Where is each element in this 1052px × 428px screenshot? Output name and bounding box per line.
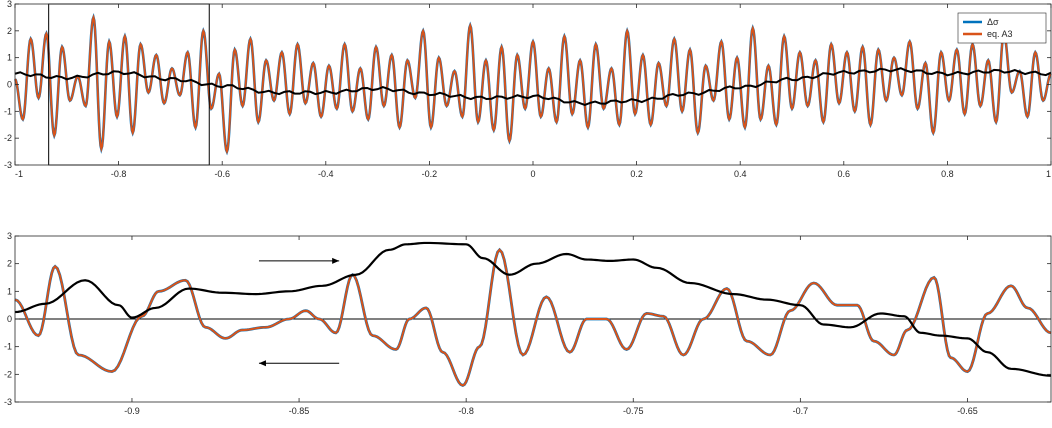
bottom-plot-area <box>14 241 1052 387</box>
legend-label-eq-a3: eq. A3 <box>987 29 1013 39</box>
top-y-tick-label: -2 <box>4 133 12 143</box>
arrow-head <box>258 360 266 367</box>
top-x-tick-label: -0.8 <box>111 169 127 179</box>
bottom-axes-frame <box>14 235 1052 403</box>
bottom-series-eq-a3 <box>14 248 1052 387</box>
top-x-tick-label: -0.4 <box>318 169 334 179</box>
top-y-tick-label: -3 <box>4 160 12 170</box>
legend: Δσ eq. A3 <box>957 12 1047 44</box>
top-axes-frame <box>14 3 1052 166</box>
bottom-series-slow <box>14 241 1052 377</box>
bot-y-tick-label: 0 <box>7 314 12 324</box>
bot-y-tick-label: 1 <box>7 286 12 296</box>
bot-x-tick-label: -0.7 <box>793 406 809 416</box>
top-x-tick-labels: -1 -0.8 -0.6 -0.4 -0.2 0 0.2 0.4 0.6 0.8 1 <box>14 4 1052 179</box>
top-x-tick-label: -0.2 <box>422 169 438 179</box>
top-y-tick-label: 3 <box>7 0 12 9</box>
top-x-tick-label: 1 <box>1046 169 1051 179</box>
top-x-tick-label: -0.6 <box>214 169 230 179</box>
top-y-tick-label: 0 <box>7 80 12 90</box>
bot-x-tick-label: -0.75 <box>623 406 644 416</box>
legend-box <box>957 12 1047 44</box>
bottom-x-tick-labels: -0.9 -0.85 -0.8 -0.75 -0.7 -0.65 <box>124 236 978 416</box>
bottom-axes: -0.9 -0.85 -0.8 -0.75 -0.7 -0.65 -3 -2 -1 0 1 2 3 <box>4 231 1052 416</box>
top-x-tick-label: 0.2 <box>630 169 643 179</box>
bot-y-tick-label: 3 <box>7 231 12 241</box>
bot-y-tick-label: -3 <box>4 397 12 407</box>
top-x-tick-label: 0 <box>530 169 535 179</box>
bot-x-tick-label: -0.9 <box>124 406 140 416</box>
direction-arrow-right <box>258 257 340 264</box>
top-series-eq-a3 <box>14 14 1052 155</box>
bot-x-tick-label: -0.8 <box>458 406 474 416</box>
top-y-tick-label: 1 <box>7 53 12 63</box>
top-y-tick-label: -1 <box>4 106 12 116</box>
top-x-tick-label: -1 <box>15 169 23 179</box>
top-axes: -1 -0.8 -0.6 -0.4 -0.2 0 0.2 0.4 0.6 0.8 1 -3 -2 -1 0… <box>4 0 1052 179</box>
top-series-slow <box>14 67 1052 106</box>
direction-arrow-left <box>258 360 340 367</box>
top-plot-area <box>13 3 1052 166</box>
top-x-tick-label: 0.6 <box>838 169 851 179</box>
top-x-tick-label: 0.4 <box>734 169 747 179</box>
arrow-head <box>332 257 340 264</box>
bot-y-tick-label: -2 <box>4 369 12 379</box>
top-x-tick-label: 0.8 <box>941 169 954 179</box>
bot-x-tick-label: -0.65 <box>957 406 978 416</box>
top-y-tick-label: 2 <box>7 26 12 36</box>
top-y-tick-labels: -3 -2 -1 0 1 2 3 <box>4 0 1051 170</box>
legend-label-delta-sigma: Δσ <box>987 17 999 27</box>
bot-y-tick-label: 2 <box>7 259 12 269</box>
bot-x-tick-label: -0.85 <box>289 406 310 416</box>
bot-y-tick-label: -1 <box>4 342 12 352</box>
